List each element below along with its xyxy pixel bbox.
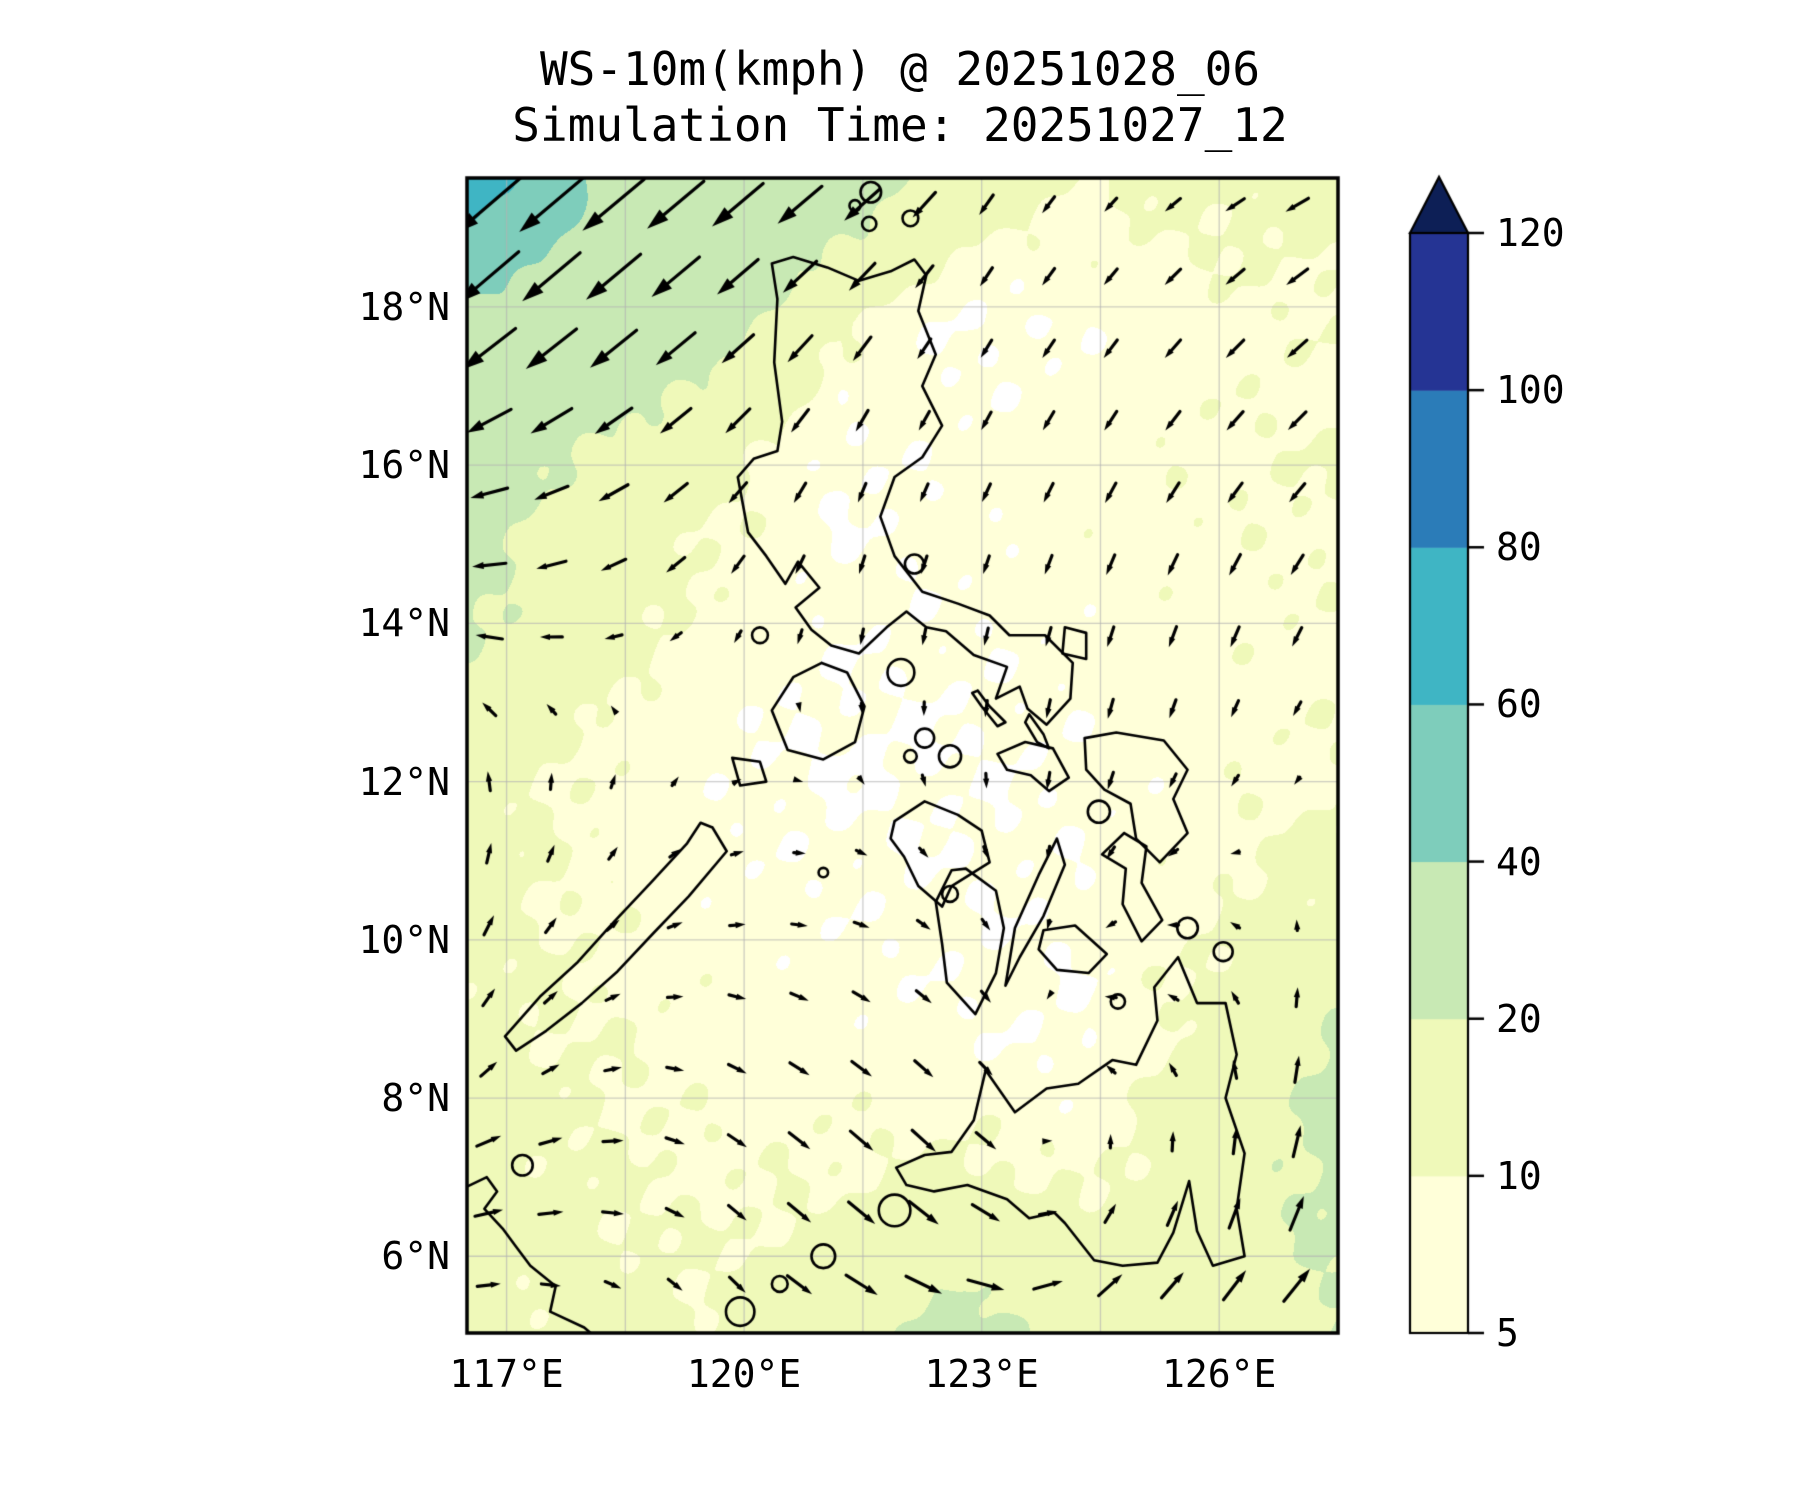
plot-subtitle: Simulation Time: 20251027_12 (512, 98, 1288, 152)
colorbar-tick-label: 20 (1496, 996, 1542, 1041)
y-tick-label: 6°N (381, 1234, 450, 1279)
colorbar-tick-label: 120 (1496, 211, 1565, 255)
y-tick-label: 12°N (358, 759, 450, 804)
y-tick-label: 18°N (358, 284, 450, 329)
colorbar-tick-label: 10 (1496, 1153, 1542, 1198)
colorbar-tick-label: 5 (1496, 1311, 1519, 1355)
y-tick-label: 16°N (358, 443, 450, 488)
colorbar-tick-label: 100 (1496, 368, 1565, 413)
y-tick-label: 10°N (358, 917, 450, 962)
colorbar-tick-label: 80 (1496, 525, 1542, 570)
y-tick-label: 8°N (381, 1076, 450, 1121)
y-tick-label: 14°N (358, 601, 450, 646)
plot-title: WS-10m(kmph) @ 20251028_06 (539, 42, 1261, 96)
colorbar-tick-label: 40 (1496, 839, 1542, 884)
x-tick-label: 126°E (1162, 1352, 1277, 1396)
x-tick-label: 120°E (686, 1352, 802, 1396)
x-tick-label: 117°E (449, 1352, 564, 1396)
x-tick-label: 123°E (924, 1352, 1039, 1396)
colorbar-tick-label: 60 (1496, 682, 1542, 727)
